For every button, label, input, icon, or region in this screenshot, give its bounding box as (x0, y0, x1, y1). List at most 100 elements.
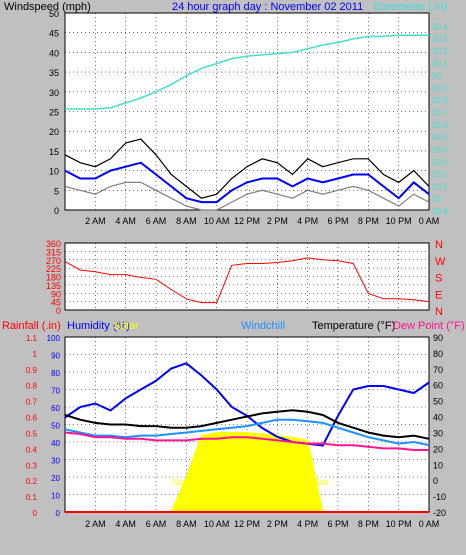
barometer-axis-title: Barometer (.in) (374, 1, 447, 13)
rainfall-y-tick: 0.8 (26, 382, 38, 391)
dewpoint-axis-title: Dew Point (°F) (393, 320, 465, 332)
rainfall-y-tick: 1 (33, 350, 38, 359)
barometer-y-tick: 29.3 (432, 158, 448, 167)
rainfall-y-tick: 0.7 (26, 398, 38, 407)
humidity-y-tick: 70 (51, 387, 60, 396)
humidity-y-tick: 0 (56, 509, 61, 518)
wind-x-tick: 4 AM (115, 216, 136, 226)
wind-y-tick: 25 (49, 108, 59, 118)
direction-y-tick: 225 (46, 264, 61, 274)
humidity-y-tick: 100 (47, 334, 61, 343)
humidity-y-ticks: 0 10 20 30 40 50 60 70 80 90 100 (47, 334, 61, 518)
barometer-y-tick: 29.7 (432, 109, 448, 118)
temperature-y-tick: 20 (433, 444, 443, 454)
humidity-y-tick: 50 (51, 422, 60, 431)
windchill-axis-title: Windchill (241, 320, 285, 332)
wind-y-tick: 5 (54, 186, 59, 196)
wind-direction-line (64, 257, 430, 304)
barometer-y-tick: 30.2 (432, 47, 448, 56)
humidity-y-tick: 80 (51, 369, 60, 378)
rainfall-y-tick: 0.9 (26, 366, 38, 375)
wind-y-tick: 10 (49, 167, 59, 177)
barometer-y-tick: 30.4 (432, 22, 448, 31)
direction-y-tick: 315 (46, 247, 61, 257)
wind-y-tick: 40 (49, 48, 59, 58)
solar-axis-title: Solar (113, 320, 139, 332)
wind-x-tick: 12 PM (234, 216, 260, 226)
temperature-y-tick: 90 (433, 333, 443, 343)
wind-y-tick: 0 (54, 206, 59, 216)
direction-y-tick: 90 (51, 289, 61, 299)
windspeed-axis-title: Windspeed (mph) (4, 1, 91, 13)
wind-x-tick: 2 PM (267, 216, 288, 226)
sunrise-label: Sun R (172, 477, 198, 487)
humidity-axis-title: Humidity (%) (67, 320, 130, 332)
wind-y-ticks: 0 5 10 15 20 25 30 35 40 45 50 (49, 9, 59, 216)
rainfall-y-tick: 0.5 (26, 429, 38, 438)
humidity-y-tick: 90 (51, 352, 60, 361)
rainfall-y-tick: 0.4 (26, 445, 38, 454)
temperature-y-tick: 40 (433, 413, 443, 423)
rainfall-y-tick: 1.1 (26, 334, 38, 343)
temperature-x-ticks: 2 AM 4 AM 6 AM 8 AM 10 AM 12 PM 2 PM 4 PM 6 PM 8 … (85, 519, 439, 529)
temperature-y-tick: 0 (433, 476, 438, 486)
temperature-x-tick: 10 AM (204, 519, 230, 529)
wind-x-tick: 6 PM (327, 216, 348, 226)
wind-x-tick: 8 AM (176, 216, 197, 226)
direction-y-tick: 270 (46, 256, 61, 266)
rainfall-y-tick: 0 (33, 509, 38, 518)
temperature-x-tick: 8 PM (358, 519, 379, 529)
wind-x-tick: 4 PM (297, 216, 318, 226)
temperature-y-ticks: -20 -10 0 10 20 30 40 50 60 70 80 90 (433, 333, 446, 518)
temperature-x-tick: 2 PM (267, 519, 288, 529)
wind-x-tick: 10 PM (386, 216, 412, 226)
temperature-y-tick: 10 (433, 460, 443, 470)
barometer-y-tick: 29 (432, 195, 441, 204)
barometer-y-tick: 29.9 (432, 84, 448, 93)
temperature-x-tick: 4 AM (115, 519, 136, 529)
direction-grid (65, 243, 429, 310)
barometer-y-tick: 29.5 (432, 133, 448, 142)
wind-x-tick: 0 AM (419, 216, 440, 226)
wind-y-tick: 20 (49, 127, 59, 137)
direction-y-tick: 45 (51, 298, 61, 308)
wind-average-line (64, 161, 430, 204)
wind-high-line (64, 138, 430, 199)
direction-y-tick: 180 (46, 273, 61, 283)
compass-label: S (435, 273, 442, 285)
temperature-y-tick: 60 (433, 381, 443, 391)
temperature-y-tick: 70 (433, 365, 443, 375)
compass-label: E (435, 289, 442, 301)
windchill-line (64, 418, 430, 447)
temperature-x-tick: 6 AM (146, 519, 167, 529)
temperature-x-tick: 0 AM (419, 519, 440, 529)
humidity-y-tick: 60 (51, 404, 60, 413)
rainfall-y-tick: 0.1 (26, 493, 38, 502)
barometer-y-tick: 30.3 (432, 35, 448, 44)
rainfall-axis-title: Rainfall (.in) (2, 320, 61, 332)
direction-y-tick: 0 (56, 306, 61, 316)
humidity-y-tick: 40 (51, 439, 60, 448)
wind-x-tick: 10 AM (204, 216, 230, 226)
wind-y-tick: 50 (49, 9, 59, 19)
barometer-y-tick: 29.4 (432, 145, 448, 154)
barometer-y-tick: 30.1 (432, 59, 448, 68)
barometer-y-tick: 29.8 (432, 96, 448, 105)
direction-y-tick: 360 (46, 239, 61, 249)
temperature-line (64, 409, 430, 440)
rainfall-y-tick: 0.2 (26, 477, 38, 486)
direction-series-group (64, 257, 430, 304)
compass-label: N (435, 306, 443, 318)
wind-y-tick: 35 (49, 68, 59, 78)
barometer-y-ticks: 28.9 29 29.1 29.2 29.3 29.4 29.5 29.6 29.7 29.8 29… (432, 22, 448, 216)
temperature-series-group: Sun R Set (64, 362, 430, 513)
temperature-y-tick: 30 (433, 428, 443, 438)
wind-x-ticks: 2 AM 4 AM 6 AM 8 AM 10 AM 12 PM 2 PM 4 PM 6 PM 8 … (85, 216, 439, 226)
barometer-y-tick: 29.2 (432, 170, 448, 179)
temperature-y-tick: 80 (433, 349, 443, 359)
temperature-y-tick: 50 (433, 397, 443, 407)
temperature-x-tick: 2 AM (85, 519, 106, 529)
